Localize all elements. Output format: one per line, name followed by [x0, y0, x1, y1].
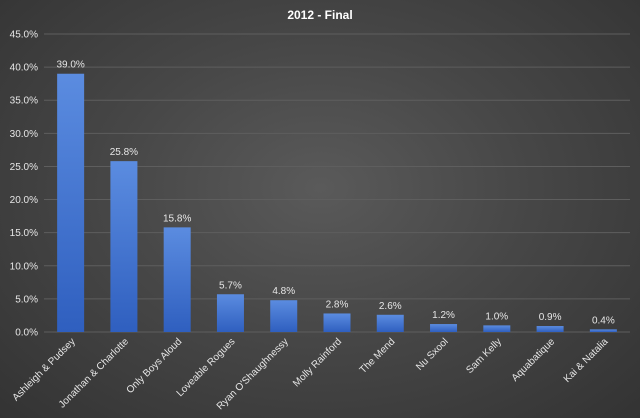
y-tick-label: 30.0%	[10, 129, 38, 140]
gridlines	[44, 33, 630, 333]
bars	[57, 73, 617, 332]
bar	[110, 161, 138, 332]
category-label: Nu Sxool	[414, 336, 450, 372]
data-label: 0.9%	[539, 312, 562, 323]
y-tick-label: 10.0%	[10, 261, 38, 272]
bar	[270, 300, 298, 332]
bar	[57, 73, 85, 332]
bar	[589, 329, 617, 332]
category-label: Aquabatique	[510, 336, 558, 384]
data-label: 1.0%	[485, 311, 508, 322]
bar	[163, 227, 191, 332]
bar	[483, 325, 511, 332]
bar	[430, 324, 458, 332]
data-label: 1.2%	[432, 310, 455, 321]
category-label: Kai & Natalia	[562, 336, 611, 385]
y-tick-label: 45.0%	[10, 30, 38, 41]
data-label: 0.4%	[592, 315, 615, 326]
y-tick-label: 20.0%	[10, 195, 38, 206]
bar	[323, 313, 351, 332]
y-tick-label: 40.0%	[10, 63, 38, 74]
data-labels: 39.0% 25.8% 15.8% 5.7% 4.8% 2.8% 2.6% 1.2% 1.0% 0…	[56, 60, 614, 327]
category-label: Loveable Rogues	[175, 336, 238, 399]
data-label: 2.6%	[379, 301, 402, 312]
data-label: 2.8%	[326, 299, 349, 310]
category-label: The Mend	[358, 336, 398, 376]
chart-title: 2012 - Final	[287, 8, 352, 22]
data-label: 4.8%	[272, 286, 295, 297]
bar	[216, 294, 244, 332]
data-label: 39.0%	[56, 60, 84, 71]
category-label: Sam Kelly	[464, 336, 504, 376]
y-axis-ticks: 0.0% 5.0% 10.0% 15.0% 20.0% 25.0% 30.0% 35.0% 40…	[10, 30, 38, 339]
bar	[376, 314, 404, 332]
data-label: 15.8%	[163, 213, 191, 224]
y-tick-label: 5.0%	[15, 294, 38, 305]
category-label: Molly Rainford	[291, 336, 344, 389]
y-tick-label: 15.0%	[10, 228, 38, 239]
bar	[536, 326, 564, 332]
y-tick-label: 25.0%	[10, 162, 38, 173]
y-tick-label: 0.0%	[15, 328, 38, 339]
data-label: 5.7%	[219, 280, 242, 291]
category-label: Only Boys Aloud	[125, 336, 185, 396]
data-label: 25.8%	[110, 147, 138, 158]
y-tick-label: 35.0%	[10, 96, 38, 107]
